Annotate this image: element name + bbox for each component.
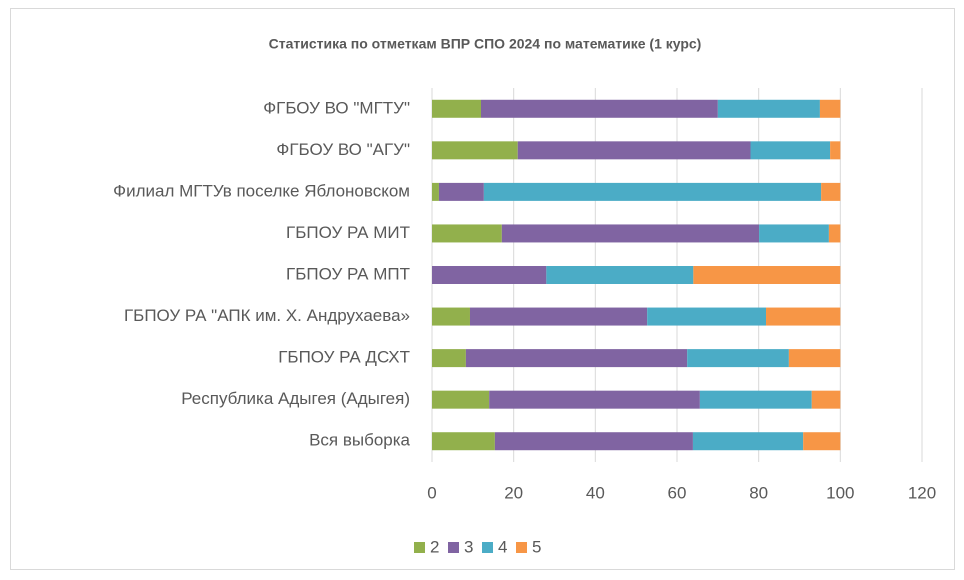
bar-segment [432,224,502,243]
bar-segment [481,99,718,118]
x-tick-label: 20 [504,483,523,502]
bar-segment [811,390,841,409]
x-tick-label: 0 [427,483,436,502]
y-tick-label: Филиал МГТУв поселке Яблоновском [113,181,410,200]
bar-segment [693,266,841,284]
bar-segment [546,266,694,284]
legend-swatch [516,542,527,553]
bar-segment [489,390,700,409]
bar-segment [465,349,688,368]
bar-segment [692,432,804,451]
legend-swatch [482,542,493,553]
bar-segment [788,349,841,368]
bar-segment [828,224,841,243]
x-tick-label: 40 [586,483,605,502]
x-tick-label: 100 [826,483,854,502]
x-tick-label: 120 [908,483,936,502]
y-tick-label: ГБПОУ РА "АПК им. Х. Андрухаева» [124,306,410,325]
bar-segment [766,307,841,326]
bar-segment [432,307,470,326]
bar-segment [432,182,439,201]
bar-segment [819,99,841,118]
bar-segment [432,266,547,284]
bar-segment [432,349,466,368]
chart-border [10,8,955,570]
bar-segment [517,141,751,160]
legend-swatch [448,542,459,553]
x-tick-label: 60 [668,483,687,502]
bar-segment [699,390,812,409]
legend-label: 2 [430,537,439,556]
x-tick-label: 80 [749,483,768,502]
y-tick-label: ГБПОУ РА МИТ [286,223,410,242]
y-tick-label: ФГБОУ ВО "АГУ" [276,140,410,159]
bar-segment [647,307,767,326]
bar-segment [432,99,481,118]
y-tick-label: ГБПОУ РА ДСХТ [278,348,410,367]
bar-segment [432,141,518,160]
y-tick-label: ФГБОУ ВО "МГТУ" [263,98,410,117]
bar-segment [432,432,495,451]
y-tick-label: Республика Адыгея (Адыгея) [181,389,410,408]
bar-segment [717,99,820,118]
bar-segment [821,182,841,201]
bar-segment [830,141,841,160]
bar-segment [750,141,831,160]
legend-label: 5 [532,537,541,556]
bar-segment [501,224,760,243]
legend-swatch [414,542,425,553]
bar-segment [483,182,822,201]
y-tick-label: ГБПОУ РА МПТ [286,264,410,283]
legend-label: 3 [464,537,473,556]
bar-segment [438,182,484,201]
bar-segment [432,390,490,409]
y-tick-label: Вся выборка [309,431,410,450]
bar-segment [494,432,693,451]
legend-label: 4 [498,537,507,556]
bar-segment [803,432,841,451]
bar-segment [759,224,829,243]
bar-segment [687,349,789,368]
chart-title: Статистика по отметкам ВПР СПО 2024 по м… [269,36,702,52]
bar-segment [469,307,648,326]
